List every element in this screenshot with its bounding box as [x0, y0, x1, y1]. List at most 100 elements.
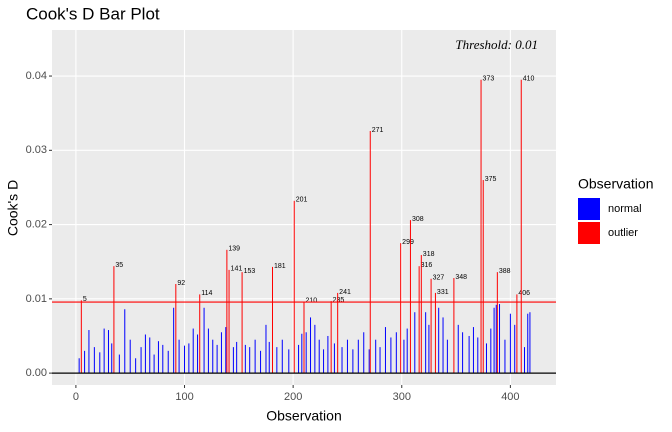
bar-label: 318: [423, 251, 435, 258]
bar: [414, 312, 416, 374]
bar-label: 348: [455, 274, 467, 281]
bar: [428, 324, 430, 374]
bar: [216, 344, 218, 374]
bar: [241, 272, 243, 374]
bar: [493, 307, 495, 374]
bar: [298, 344, 300, 374]
legend-key: [578, 222, 600, 244]
bar: [409, 220, 411, 374]
bar: [173, 307, 175, 374]
legend-key: [578, 198, 600, 220]
x-tick-label: 100: [175, 391, 193, 403]
bar-label: 410: [523, 76, 535, 83]
bar: [288, 349, 290, 374]
bar: [249, 347, 251, 374]
bar-label: 316: [421, 262, 433, 269]
bar: [442, 317, 444, 374]
bar: [524, 347, 525, 374]
bar: [99, 352, 101, 374]
bar: [129, 339, 131, 374]
bar: [184, 345, 186, 374]
bar: [341, 347, 343, 374]
bar: [293, 200, 295, 374]
bar-label: 141: [231, 266, 243, 273]
bar: [103, 328, 105, 374]
bar: [446, 339, 448, 374]
bar: [468, 335, 470, 374]
bar: [107, 330, 109, 374]
bar: [124, 309, 126, 374]
bar: [434, 292, 436, 374]
bar-label: 331: [437, 289, 449, 296]
bar-label: 139: [228, 246, 240, 253]
bar: [457, 324, 459, 374]
bar: [157, 341, 159, 374]
bar: [333, 343, 335, 374]
bar: [272, 266, 273, 374]
threshold-label: Threshold: 0.01: [455, 37, 538, 52]
bar: [379, 347, 381, 374]
bar: [318, 339, 320, 374]
bar: [375, 339, 377, 374]
bar: [276, 347, 278, 374]
bar-label: 181: [274, 263, 286, 270]
bar: [305, 332, 307, 374]
bar: [384, 327, 386, 374]
bar: [78, 358, 80, 374]
bar: [509, 313, 511, 374]
bar: [368, 349, 370, 374]
bar-label: 406: [518, 290, 530, 297]
bar: [514, 324, 516, 374]
bar: [226, 249, 228, 374]
bar: [199, 294, 201, 374]
bar-label: 271: [372, 127, 384, 134]
y-tick-label: 0.04: [26, 70, 47, 82]
bar: [303, 301, 305, 374]
bar: [337, 292, 339, 374]
bar: [330, 301, 332, 374]
bar: [175, 283, 177, 374]
bar: [88, 330, 90, 374]
bar: [236, 341, 238, 374]
bar: [516, 294, 518, 374]
bar: [207, 328, 209, 374]
bar: [203, 307, 205, 374]
bar: [495, 304, 497, 374]
bar: [430, 278, 432, 374]
bar: [346, 339, 348, 374]
x-tick-label: 200: [284, 391, 302, 403]
bar: [162, 344, 164, 374]
bar: [254, 339, 256, 374]
bar: [357, 339, 359, 374]
bar: [220, 332, 222, 374]
bar: [178, 339, 180, 374]
bar: [403, 339, 405, 374]
bar: [135, 358, 137, 374]
bar: [260, 350, 262, 374]
bar: [281, 339, 283, 374]
legend-label: outlier: [608, 227, 638, 239]
bar: [520, 79, 522, 374]
bar-label: 210: [306, 298, 318, 305]
bar: [118, 354, 120, 374]
bar: [244, 344, 246, 374]
bar-label: 388: [499, 268, 511, 275]
bar: [144, 334, 146, 374]
y-tick-label: 0.02: [26, 218, 47, 230]
bar-label: 235: [333, 297, 345, 304]
bar-label: 299: [402, 239, 414, 246]
bar: [480, 79, 482, 374]
bar: [462, 332, 464, 374]
bar: [80, 300, 82, 374]
y-tick-label: 0.01: [26, 293, 47, 305]
bar: [84, 350, 86, 374]
x-tick-label: 400: [501, 391, 519, 403]
x-tick-label: 300: [393, 391, 411, 403]
bar-label: 92: [177, 280, 185, 287]
bar: [167, 350, 169, 374]
y-tick-label: 0.03: [26, 144, 47, 156]
bar: [192, 328, 194, 374]
bar: [352, 349, 354, 374]
